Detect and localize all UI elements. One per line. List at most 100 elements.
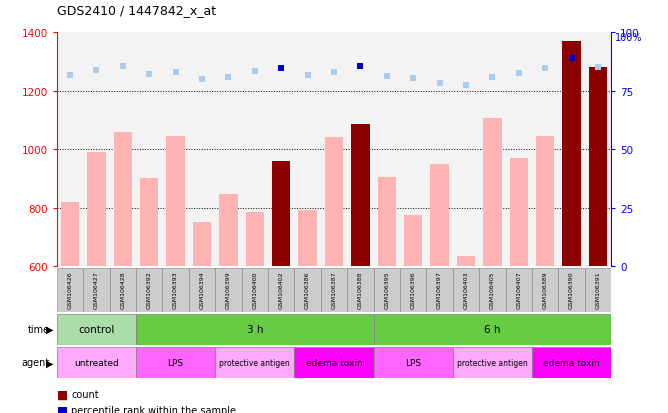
Bar — [457, 256, 475, 266]
Bar — [84, 33, 110, 266]
Text: GSM106394: GSM106394 — [200, 271, 204, 308]
Point — [540, 65, 550, 72]
Point — [355, 63, 366, 70]
Point — [65, 72, 75, 78]
Text: agent: agent — [22, 357, 50, 368]
Text: GSM106391: GSM106391 — [595, 271, 601, 308]
Bar — [136, 33, 162, 266]
Bar — [532, 268, 558, 312]
Text: protective antigen: protective antigen — [457, 358, 528, 367]
Bar — [219, 195, 238, 266]
Bar — [321, 33, 347, 266]
Point — [118, 63, 128, 70]
Bar — [110, 268, 136, 312]
Point — [461, 83, 472, 90]
Point — [329, 70, 339, 76]
Text: GSM106407: GSM106407 — [516, 271, 521, 308]
Bar — [189, 268, 215, 312]
Text: GSM106400: GSM106400 — [253, 271, 257, 308]
Bar — [242, 268, 268, 312]
Text: 100%: 100% — [615, 33, 642, 43]
Bar — [87, 153, 106, 266]
Bar — [57, 314, 136, 345]
Text: GSM106396: GSM106396 — [411, 271, 415, 308]
Text: GSM106399: GSM106399 — [226, 271, 231, 308]
Text: ■: ■ — [57, 404, 68, 413]
Bar — [558, 33, 584, 266]
Bar — [562, 42, 581, 266]
Bar — [404, 215, 422, 266]
Text: LPS: LPS — [405, 358, 422, 367]
Bar — [321, 268, 347, 312]
Point — [196, 76, 207, 83]
Bar — [295, 347, 373, 378]
Bar — [215, 347, 295, 378]
Bar — [57, 268, 84, 312]
Bar — [84, 268, 110, 312]
Bar — [426, 268, 453, 312]
Point — [302, 72, 313, 78]
Text: control: control — [78, 324, 115, 335]
Text: GSM106403: GSM106403 — [464, 271, 468, 308]
Bar — [532, 347, 611, 378]
Point — [434, 81, 445, 88]
Bar — [166, 137, 185, 266]
Point — [593, 64, 603, 71]
Bar — [584, 268, 611, 312]
Point — [487, 75, 498, 81]
Bar — [114, 132, 132, 266]
Bar — [532, 33, 558, 266]
Bar — [162, 268, 189, 312]
Bar — [57, 347, 136, 378]
Text: GSM106402: GSM106402 — [279, 271, 284, 308]
Text: 3 h: 3 h — [246, 324, 263, 335]
Bar — [272, 161, 291, 266]
Bar — [189, 33, 215, 266]
Bar — [299, 211, 317, 266]
Bar — [136, 268, 162, 312]
Bar — [453, 347, 532, 378]
Bar — [584, 33, 611, 266]
Text: GSM106395: GSM106395 — [384, 271, 389, 308]
Bar — [373, 268, 400, 312]
Bar — [400, 33, 426, 266]
Bar — [479, 33, 506, 266]
Bar — [61, 202, 79, 266]
Text: count: count — [71, 389, 99, 399]
Bar — [558, 268, 584, 312]
Text: 6 h: 6 h — [484, 324, 500, 335]
Text: GSM106393: GSM106393 — [173, 271, 178, 308]
Bar — [453, 33, 479, 266]
Point — [170, 69, 181, 76]
Text: time: time — [28, 324, 50, 335]
Bar — [57, 33, 84, 266]
Bar — [373, 33, 400, 266]
Bar — [162, 33, 189, 266]
Bar — [351, 125, 369, 266]
Bar — [268, 268, 295, 312]
Text: GSM106387: GSM106387 — [331, 271, 337, 308]
Text: GSM106426: GSM106426 — [67, 271, 73, 308]
Text: edema toxin: edema toxin — [543, 358, 600, 367]
Text: GSM106427: GSM106427 — [94, 271, 99, 308]
Bar — [295, 268, 321, 312]
Point — [249, 68, 260, 75]
Text: GSM106397: GSM106397 — [437, 271, 442, 308]
Bar — [215, 33, 242, 266]
Bar — [140, 179, 158, 266]
Bar — [136, 314, 373, 345]
Point — [144, 71, 154, 78]
Bar — [136, 347, 215, 378]
Bar — [453, 268, 479, 312]
Text: ■: ■ — [57, 388, 68, 401]
Text: protective antigen: protective antigen — [219, 358, 290, 367]
Bar — [400, 268, 426, 312]
Point — [91, 68, 102, 74]
Text: GSM106388: GSM106388 — [358, 271, 363, 308]
Bar — [426, 33, 453, 266]
Bar — [215, 268, 242, 312]
Bar — [536, 137, 554, 266]
Bar — [373, 314, 611, 345]
Point — [408, 76, 419, 83]
Bar — [347, 268, 373, 312]
